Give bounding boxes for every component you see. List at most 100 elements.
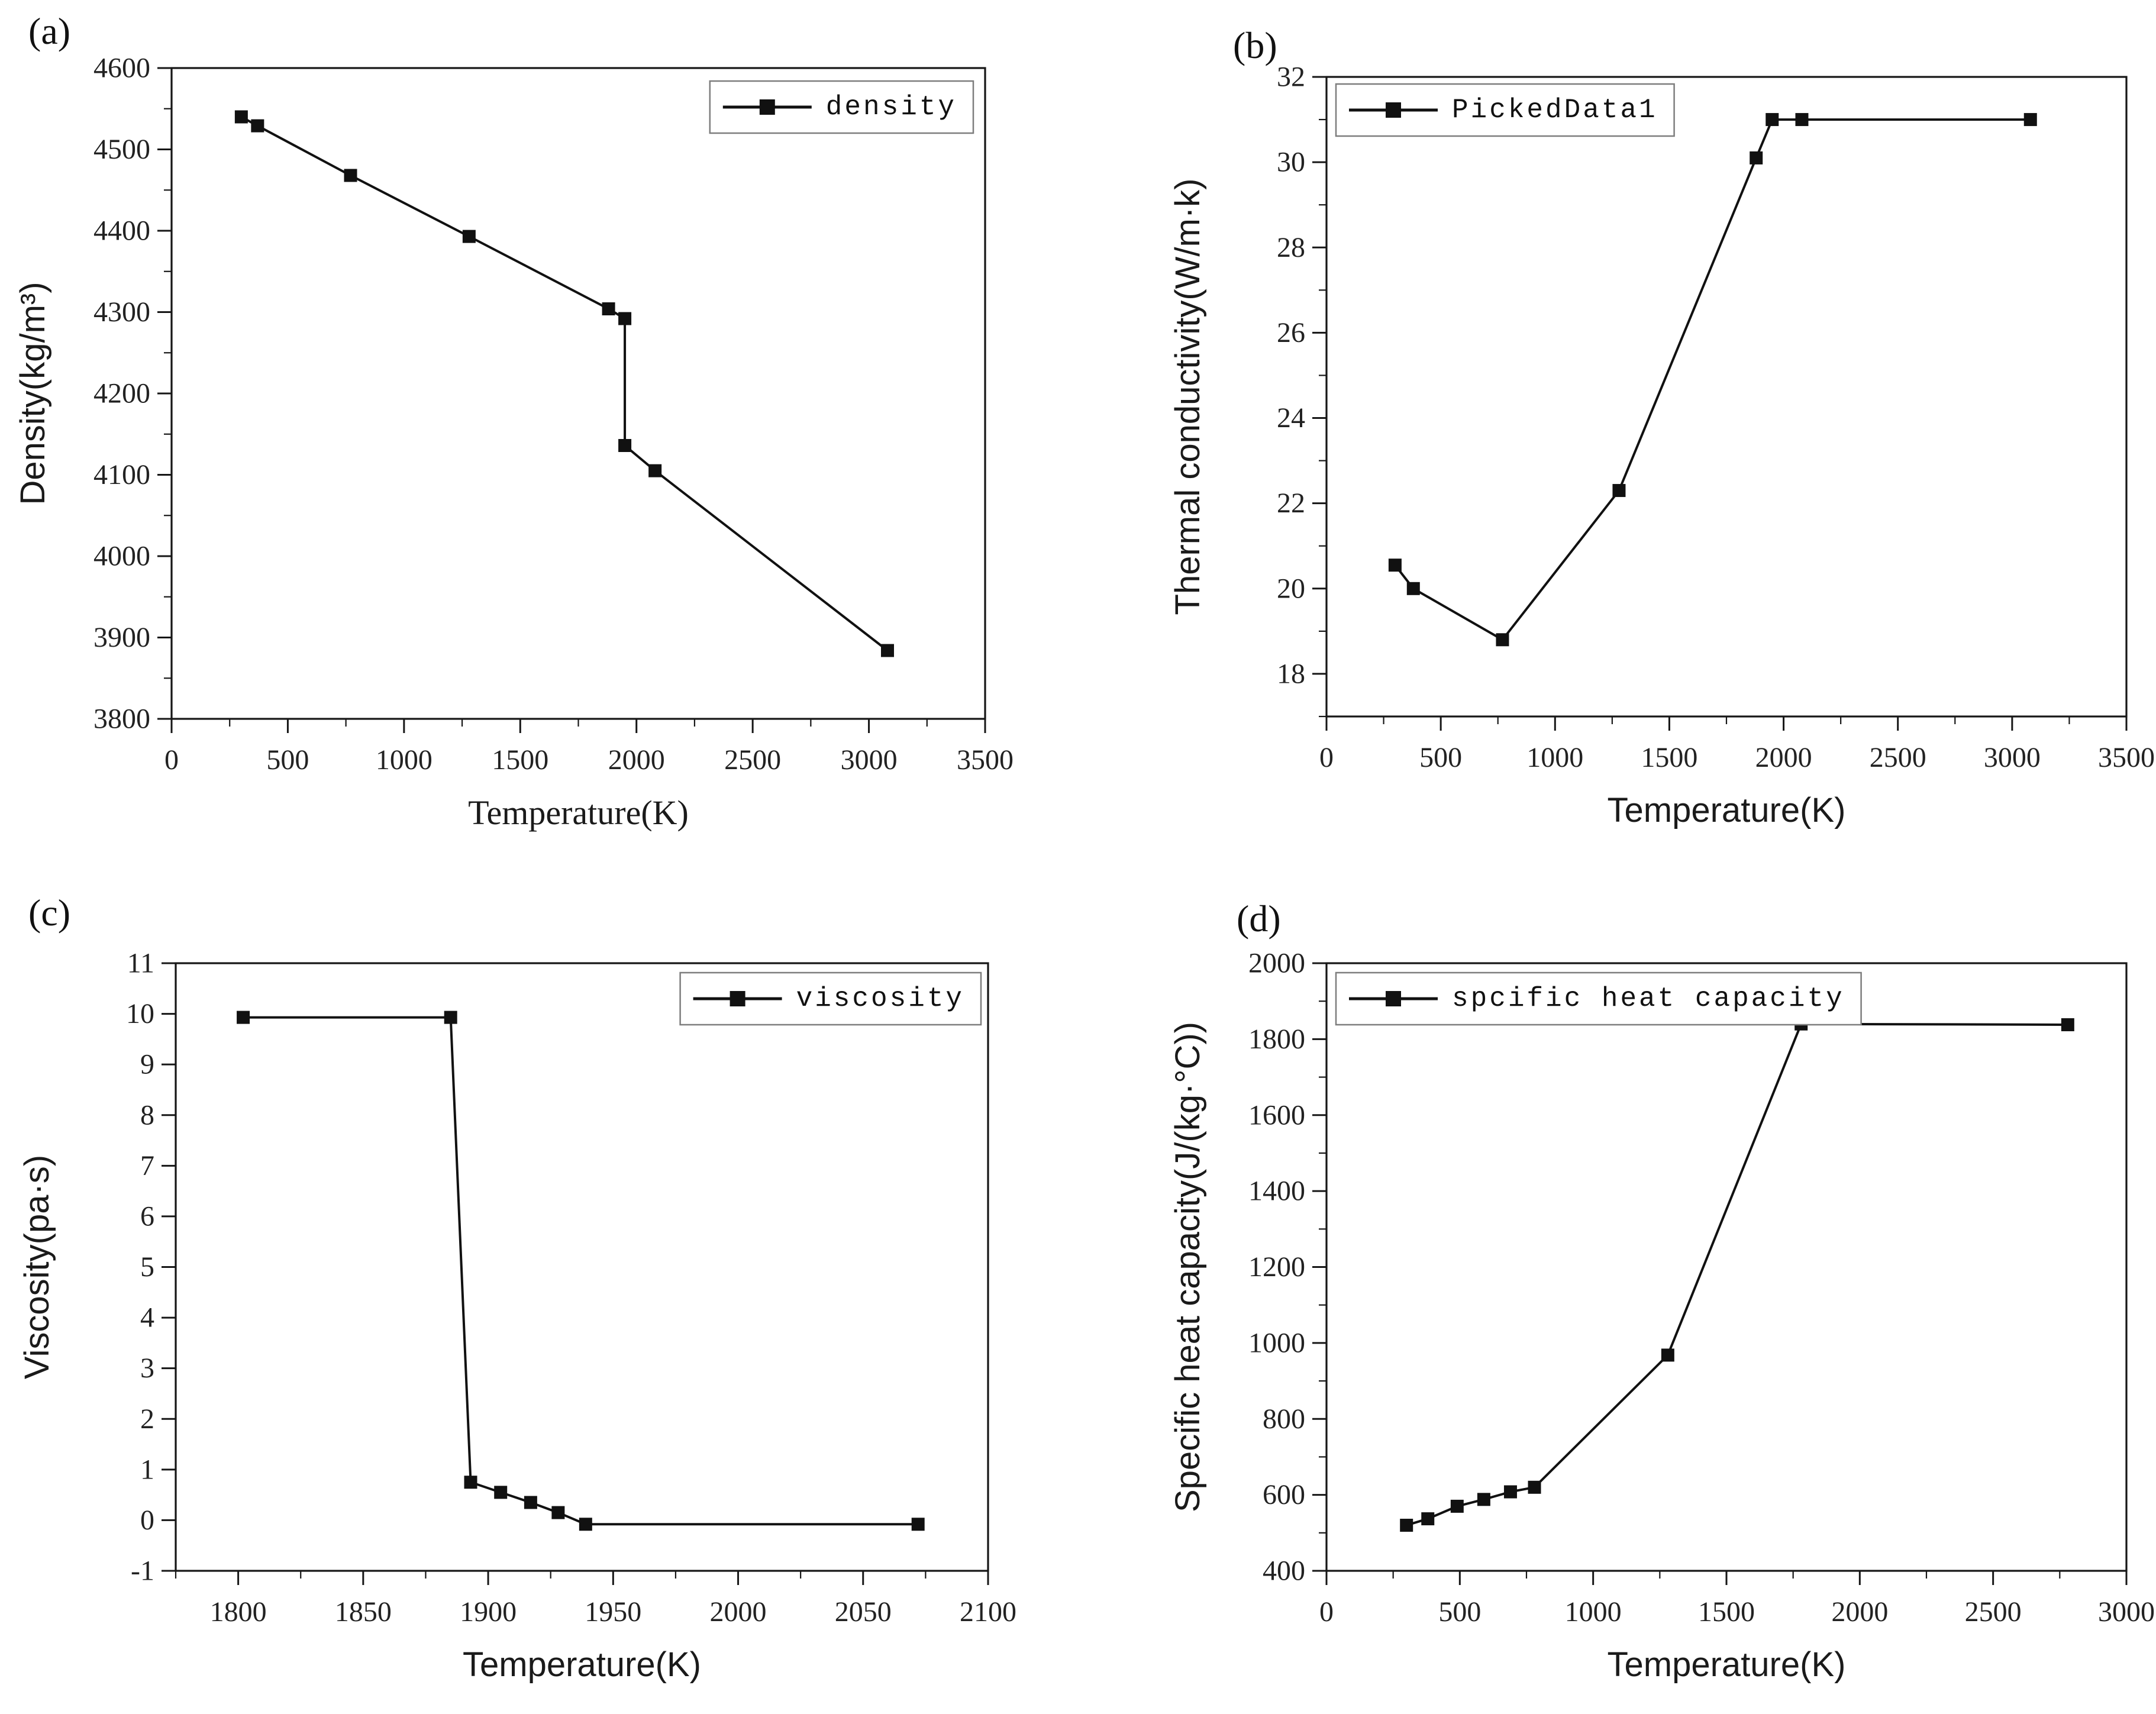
chart-d: 0 500 1000 1500 2000 2500 3000 400 600 800 1000 120…	[1169, 948, 2155, 1684]
svg-text:3800: 3800	[93, 703, 150, 735]
x-axis-ticks: 0 500 1000 1500 2000 2500 3000 3500	[164, 719, 1014, 776]
svg-text:4: 4	[140, 1302, 154, 1334]
legend-label: PickedData1	[1452, 95, 1658, 125]
svg-text:3500: 3500	[957, 744, 1014, 776]
svg-text:500: 500	[1438, 1596, 1481, 1628]
svg-text:4400: 4400	[93, 215, 150, 247]
svg-text:2050: 2050	[835, 1596, 892, 1628]
svg-text:0: 0	[164, 744, 179, 776]
legend: viscosity	[679, 971, 982, 1026]
svg-text:500: 500	[1419, 742, 1462, 773]
panel-c: (c) 1800 1850 1900 1950 2000 2050 2100 -1 0 1 2 3 4 5…	[0, 857, 1078, 1714]
svg-text:5: 5	[140, 1251, 154, 1283]
svg-text:10: 10	[126, 998, 154, 1029]
svg-text:2000: 2000	[710, 1596, 767, 1628]
svg-text:1950: 1950	[585, 1596, 641, 1628]
svg-text:1500: 1500	[1641, 742, 1697, 773]
svg-text:1500: 1500	[1698, 1596, 1755, 1628]
svg-text:26: 26	[1277, 317, 1305, 348]
svg-text:3000: 3000	[1984, 742, 2041, 773]
svg-text:4500: 4500	[93, 134, 150, 165]
series-line	[1394, 118, 2031, 641]
panel-b: (b) 0 500 1000 1500 2000 2500 3000 3500 18 20 22 24…	[1078, 0, 2156, 857]
plot-border	[1325, 76, 2128, 718]
plot-border	[1325, 962, 2128, 1572]
svg-text:1: 1	[140, 1454, 154, 1485]
svg-text:7: 7	[140, 1150, 154, 1182]
series-line	[243, 1016, 918, 1526]
svg-text:1000: 1000	[376, 744, 433, 776]
svg-text:2500: 2500	[724, 744, 781, 776]
panel-label-c: (c)	[28, 892, 71, 934]
series-line	[240, 115, 889, 652]
svg-text:0: 0	[140, 1505, 154, 1536]
svg-text:0: 0	[1319, 742, 1334, 773]
svg-text:1500: 1500	[492, 744, 548, 776]
svg-text:22: 22	[1277, 488, 1305, 519]
x-axis-label: Temperature(K)	[1608, 791, 1846, 829]
legend: PickedData1	[1335, 83, 1675, 137]
y-axis-label: Viscosity(pa·s)	[18, 1155, 56, 1379]
legend-label: spcific heat capacity	[1452, 983, 1845, 1014]
panel-a: (a) 0 500 1000 1500 2000 2500 3000 3500 3800 3900…	[0, 0, 1078, 857]
x-axis-ticks: 0 500 1000 1500 2000 2500 3000	[1319, 1571, 2155, 1628]
x-axis-label: Temperature(K)	[463, 1645, 701, 1684]
svg-text:2000: 2000	[608, 744, 665, 776]
svg-text:2100: 2100	[960, 1596, 1016, 1628]
svg-text:32: 32	[1277, 62, 1305, 93]
svg-text:1000: 1000	[1565, 1596, 1622, 1628]
plot-border	[170, 67, 986, 720]
panel-label-b: (b)	[1233, 24, 1277, 66]
svg-text:800: 800	[1263, 1403, 1305, 1435]
series-markers	[1400, 1017, 2074, 1532]
svg-text:500: 500	[266, 744, 309, 776]
svg-text:600: 600	[1263, 1479, 1305, 1510]
svg-text:4200: 4200	[93, 378, 150, 409]
series-markers	[237, 1011, 925, 1531]
svg-text:2500: 2500	[1965, 1596, 2022, 1628]
panel-d: (d) 0 500 1000 1500 2000 2500 3000 400 600 800 100…	[1078, 857, 2156, 1714]
svg-text:1900: 1900	[460, 1596, 517, 1628]
x-axis-label: Temperature(K)	[468, 793, 689, 832]
svg-text:9: 9	[140, 1049, 154, 1080]
svg-text:4000: 4000	[93, 541, 150, 572]
plot-border	[175, 962, 989, 1572]
chart-b: 0 500 1000 1500 2000 2500 3000 3500 18 20 22 24 26 28…	[1169, 62, 2155, 830]
svg-text:18: 18	[1277, 658, 1305, 689]
y-axis-label: Thermal conductivity(W/m·k)	[1169, 179, 1207, 615]
x-axis-label: Temperature(K)	[1608, 1645, 1846, 1684]
legend-label: viscosity	[796, 983, 964, 1014]
y-axis-label: Specific heat capacity(J/(kg·°C))	[1169, 1022, 1207, 1512]
svg-text:1800: 1800	[210, 1596, 267, 1628]
svg-text:1000: 1000	[1526, 742, 1583, 773]
legend-label: density	[826, 92, 957, 122]
svg-text:6: 6	[140, 1200, 154, 1232]
series-markers	[1388, 113, 2037, 647]
svg-text:4300: 4300	[93, 296, 150, 328]
legend: density	[709, 80, 974, 134]
y-axis-label: Density(kg/m³)	[14, 282, 52, 505]
svg-text:2000: 2000	[1831, 1596, 1888, 1628]
svg-text:3: 3	[140, 1353, 154, 1384]
svg-text:2000: 2000	[1755, 742, 1812, 773]
series-line	[1406, 1022, 2068, 1526]
svg-text:-1: -1	[131, 1555, 154, 1587]
y-axis-ticks: -1 0 1 2 3 4 5 6 7 8 9 10 11	[126, 948, 176, 1587]
panel-label-d: (d)	[1237, 898, 1281, 940]
svg-text:1600: 1600	[1248, 1099, 1305, 1131]
chart-c: 1800 1850 1900 1950 2000 2050 2100 -1 0 1 2 3 4 5 6 7 8 9…	[18, 948, 1016, 1684]
svg-text:1850: 1850	[335, 1596, 392, 1628]
svg-text:3000: 3000	[841, 744, 898, 776]
svg-text:0: 0	[1319, 1596, 1334, 1628]
svg-text:28: 28	[1277, 232, 1305, 263]
svg-text:1000: 1000	[1248, 1327, 1305, 1358]
svg-text:400: 400	[1263, 1555, 1305, 1587]
panel-label-a: (a)	[28, 10, 71, 52]
x-axis-ticks: 1800 1850 1900 1950 2000 2050 2100	[175, 1571, 1016, 1628]
y-axis-ticks: 3800 3900 4000 4100 4200 4300 4400 4500 4600	[93, 53, 172, 735]
svg-text:30: 30	[1277, 147, 1305, 178]
svg-text:4100: 4100	[93, 459, 150, 490]
legend: spcific heat capacity	[1335, 971, 1862, 1026]
